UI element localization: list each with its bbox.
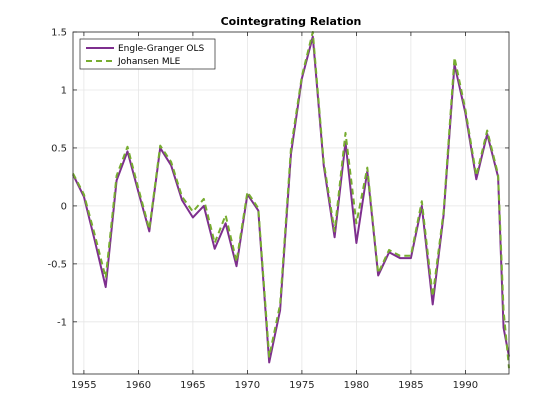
- x-tick-label: 1960: [126, 380, 151, 391]
- y-tick-label: -0.5: [47, 259, 67, 270]
- x-tick-label: 1990: [453, 380, 478, 391]
- x-tick-label: 1965: [180, 380, 205, 391]
- x-tick-label: 1980: [344, 380, 369, 391]
- y-tick-label: 0.5: [51, 143, 67, 154]
- y-tick-label: 0: [61, 201, 67, 212]
- legend-box: [79, 38, 216, 70]
- plot-area: [73, 32, 509, 374]
- y-tick-label: 1.5: [51, 28, 67, 39]
- x-tick-label: 1985: [398, 380, 423, 391]
- plot-frame: [72, 31, 510, 375]
- legend-label-johansen: Johansen MLE: [117, 57, 181, 67]
- x-tick-label: 1970: [235, 380, 260, 391]
- axis-ticks: 1955 1960 1965 1970 1975 1980 1985 1990 -1 -0.5 0 0…: [47, 28, 509, 391]
- series-line-johansen-mle: [72, 31, 510, 369]
- y-tick-label: 1: [61, 85, 67, 96]
- y-tick-label: -1: [57, 317, 67, 328]
- x-tick-label: 1975: [289, 380, 314, 391]
- legend-label-engle-granger: Engle-Granger OLS: [118, 44, 205, 54]
- x-tick-label: 1955: [71, 380, 96, 391]
- series-layer: [72, 31, 510, 369]
- legend: Engle-Granger OLS Johansen MLE: [79, 38, 216, 70]
- chart-title: Cointegrating Relation: [221, 15, 362, 28]
